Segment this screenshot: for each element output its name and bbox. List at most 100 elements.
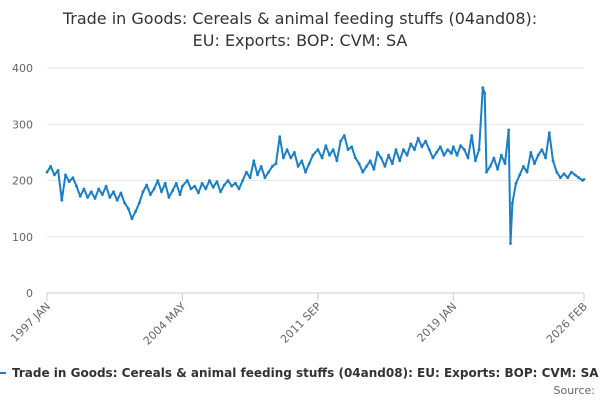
data-point [304,170,307,174]
data-point [115,198,119,202]
data-point [67,180,71,184]
data-point [89,190,93,194]
x-tick-label: 2011 SEP [278,300,324,346]
data-point [101,193,104,197]
data-point [402,148,405,152]
data-point [215,180,219,184]
data-point [462,148,466,152]
data-point [311,153,315,157]
data-point [78,194,82,198]
data-point [97,187,101,191]
data-point [328,153,331,157]
data-point [300,159,304,163]
data-point [442,153,446,157]
series-group [45,86,586,245]
data-point [573,173,577,177]
data-point [64,173,67,177]
data-point [49,165,53,168]
data-point [86,196,89,199]
data-point [570,170,573,174]
data-point [357,162,361,166]
data-point [130,217,134,221]
data-point [514,181,518,185]
data-point [123,201,126,205]
data-point [544,156,547,160]
data-point [361,170,365,174]
data-point [383,165,387,168]
data-point [324,144,328,148]
data-point [189,187,193,191]
data-point [256,173,259,177]
data-point [296,165,300,168]
data-point [488,165,492,168]
data-point [193,184,197,188]
data-point [394,148,398,152]
data-point [181,184,184,188]
chart-title-line-2: EU: Exports: BOP: CVM: SA [193,31,408,50]
data-point [270,165,274,168]
data-point [459,144,462,148]
data-point [230,184,234,188]
data-point [398,159,402,163]
data-point [200,181,204,185]
data-point [335,159,339,163]
data-point [496,167,499,171]
data-point [126,207,130,211]
data-point [492,156,496,160]
data-point [282,156,285,160]
data-point [354,156,357,160]
x-tick-label: 2004 MAY [141,300,189,348]
data-point [470,134,474,137]
data-point [167,196,171,199]
data-point [211,185,215,189]
chart-title-line-1: Trade in Goods: Cereals & animal feeding… [62,9,537,28]
data-point [518,173,522,177]
data-point [365,165,368,168]
data-point [263,176,267,180]
data-point [56,169,60,172]
data-point [485,170,488,174]
data-point [104,184,108,188]
data-point [137,201,141,205]
legend[interactable]: Trade in Goods: Cereals & animal feeding… [0,366,599,380]
data-point [566,176,570,180]
data-point [156,179,160,182]
data-point [145,183,149,187]
data-point [241,179,245,182]
data-point [350,145,354,149]
data-point [320,156,324,160]
data-point [234,181,237,185]
data-point [307,162,311,166]
data-point [529,151,533,154]
data-point [152,187,156,191]
legend-label[interactable]: Trade in Goods: Cereals & animal feeding… [12,366,599,380]
data-point [551,159,555,163]
data-point [455,153,459,157]
data-point [368,159,372,163]
data-point [237,187,241,191]
data-point [346,148,350,152]
data-point [466,156,470,160]
data-point [559,176,562,180]
data-point [547,131,551,135]
data-point [331,148,335,152]
data-point [285,148,289,152]
data-point [163,181,167,185]
data-point [259,165,263,168]
data-point [112,190,115,194]
data-point [316,148,320,152]
data-point [474,159,477,163]
x-tick-label: 2026 FEB [544,300,590,346]
data-point [141,190,145,194]
data-point [171,189,175,193]
data-point [108,196,112,199]
y-tick-label: 0 [26,287,33,300]
series-line [46,86,585,245]
data-point [555,170,559,174]
data-point [178,193,182,197]
data-point [339,139,342,143]
source-label: Source: [554,384,596,397]
x-tick-label: 2019 JAN [415,300,460,345]
data-point [405,153,409,157]
